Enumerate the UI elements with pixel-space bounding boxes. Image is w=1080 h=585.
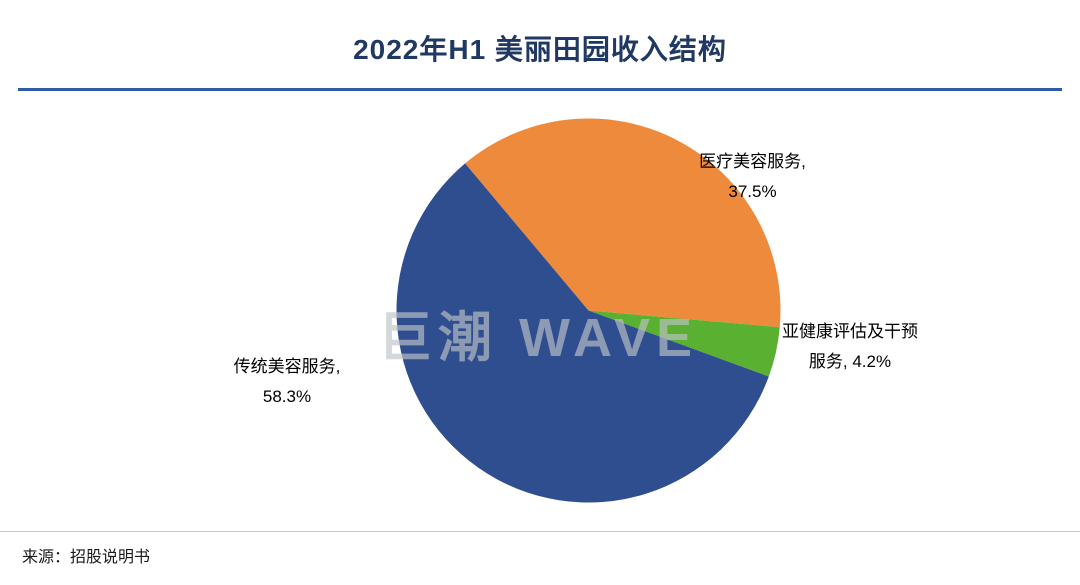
pie-slice-2 [396, 163, 769, 503]
slice-label-line: 传统美容服务, [233, 357, 341, 376]
pie-chart-area: 巨潮 WAVE 医疗美容服务, 37.5% 亚健康评估及干预 服务, 4.2% … [0, 95, 1080, 525]
pie-chart [396, 118, 781, 503]
footer-divider-line [0, 531, 1080, 532]
source-text: 来源：招股说明书 [22, 549, 151, 566]
slice-label-line: 37.5% [728, 181, 777, 201]
pie-svg [396, 118, 781, 503]
slice-label-traditional-beauty: 传统美容服务, 58.3% [197, 352, 377, 412]
slice-label-subhealth: 亚健康评估及干预 服务, 4.2% [755, 317, 945, 377]
pie-slice-1 [588, 310, 780, 377]
slice-label-medical-beauty: 医疗美容服务, 37.5% [645, 147, 860, 207]
pie-slice-0 [465, 118, 781, 328]
slice-label-line: 服务, 4.2% [808, 351, 892, 371]
chart-title: 2022年H1 美丽田园收入结构 [353, 34, 727, 65]
slice-label-line: 58.3% [262, 386, 312, 406]
slice-label-line: 医疗美容服务, [699, 152, 806, 171]
slice-label-line: 亚健康评估及干预 [782, 322, 918, 341]
title-divider-line [18, 88, 1062, 91]
